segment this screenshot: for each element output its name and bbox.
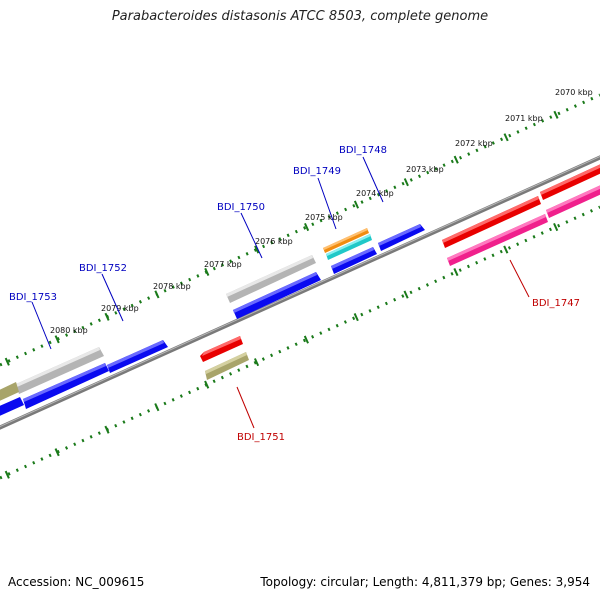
scale-tick: [204, 380, 210, 389]
gene-arrow-blue[interactable]: [0, 397, 24, 418]
scale-label: 2075 kbp: [305, 213, 343, 222]
gene-bdi-1750-arrow[interactable]: [226, 255, 316, 303]
gene-label-bdi-1753[interactable]: BDI_1753: [9, 292, 57, 303]
scale-tick: [104, 312, 110, 321]
gene-arrow-blue[interactable]: [331, 247, 377, 274]
gene-arrow-olive[interactable]: [0, 382, 19, 403]
scale-label: 2074 kbp: [356, 189, 394, 198]
gene-bdi-1751-arrow-olive[interactable]: [205, 352, 249, 380]
scale-tick: [4, 357, 10, 366]
scale-label: 2076 kbp: [255, 237, 293, 246]
gene-arrow-blue[interactable]: [23, 363, 109, 409]
bdi-1748-leader-line: [362, 156, 384, 203]
scale-tick: [453, 155, 459, 164]
scale-tick: [54, 448, 60, 457]
genome-axis: [0, 155, 600, 430]
gene-bdi-1747-arrow[interactable]: [442, 196, 541, 248]
scale-label: 2072 kbp: [455, 139, 493, 148]
scale-tick: [503, 245, 509, 254]
gene-arrow-blue[interactable]: [233, 272, 321, 319]
gene-arrow-pink[interactable]: [546, 184, 600, 218]
scale-tick: [353, 313, 359, 322]
scale-tick: [303, 335, 309, 344]
scale-tick: [403, 290, 409, 299]
scale-tick: [503, 133, 509, 142]
gene-bdi-1749-arrow-orange[interactable]: [323, 228, 369, 253]
scale-label: 2077 kbp: [204, 260, 242, 269]
gene-label-bdi-1752[interactable]: BDI_1752: [79, 263, 127, 274]
accession-label: Accession: NC_009615: [8, 575, 145, 589]
scale-label: 2079 kbp: [101, 304, 139, 313]
bdi-1747-leader-line: [509, 259, 530, 298]
scale-tick: [4, 470, 10, 479]
scale-tick: [453, 268, 459, 277]
scale-label: 2080 kbp: [50, 326, 88, 335]
gene-bdi-1748-arrow[interactable]: [378, 224, 425, 251]
bdi-1750-leader-line: [240, 212, 263, 259]
scale-tick: [304, 222, 310, 232]
gene-label-bdi-1751[interactable]: BDI_1751: [237, 432, 285, 443]
scale-tick: [154, 403, 160, 412]
gene-arrow-red[interactable]: [540, 163, 600, 200]
gene-label-bdi-1750[interactable]: BDI_1750: [217, 202, 265, 213]
gene-bdi-1749-arrow-cyan[interactable]: [326, 234, 372, 260]
scale-label: 2078 kbp: [153, 282, 191, 291]
gene-bdi-1752-arrow[interactable]: [107, 340, 168, 373]
upper-scale-ticks: [4, 110, 559, 366]
scale-label: 2071 kbp: [505, 114, 543, 123]
bdi-1752-leader-line: [101, 273, 124, 322]
scale-tick: [353, 200, 360, 209]
page-title: Parabacteroides distasonis ATCC 8503, co…: [111, 9, 489, 24]
upper-scale-line: [0, 93, 600, 367]
gene-label-bdi-1748[interactable]: BDI_1748: [339, 145, 387, 156]
scale-tick: [254, 245, 260, 254]
scale-tick: [154, 290, 160, 299]
scale-tick: [553, 222, 559, 232]
scale-tick: [104, 425, 110, 434]
scale-tick: [253, 358, 260, 367]
scale-tick: [54, 335, 60, 344]
topology-info: Topology: circular; Length: 4,811,379 bp…: [260, 575, 590, 589]
genome-axis-highlight: [0, 155, 600, 428]
gene-label-bdi-1749[interactable]: BDI_1749: [293, 166, 341, 177]
bdi-1751-leader-line: [236, 386, 255, 429]
gene-bdi-1753-arrow[interactable]: [16, 347, 104, 394]
scale-tick: [204, 267, 210, 276]
scale-label: 2073 kbp: [406, 165, 444, 174]
lower-scale-line: [0, 205, 600, 480]
scale-tick: [553, 110, 559, 119]
scale-tick: [403, 178, 409, 187]
gene-label-bdi-1747[interactable]: BDI_1747: [532, 298, 580, 309]
gene-bdi-1751-arrow-red[interactable]: [200, 336, 243, 362]
scale-label: 2070 kbp: [555, 88, 593, 97]
lower-scale-ticks: [4, 222, 559, 479]
bdi-1749-leader-line: [317, 177, 337, 230]
bdi-1753-leader-line: [31, 301, 52, 350]
gene-arrow-pink[interactable]: [447, 214, 548, 266]
